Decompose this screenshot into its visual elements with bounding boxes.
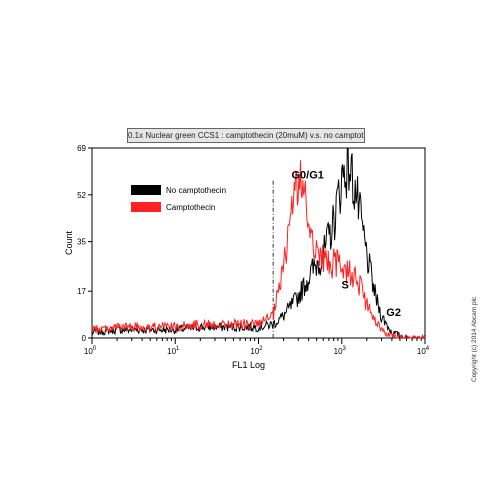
legend-label: Camptothecin: [166, 203, 215, 212]
x-tick-base: 10: [84, 347, 93, 356]
plot-frame: [91, 147, 426, 339]
series-line-camptothecin: [91, 160, 426, 340]
annotation-label: G2: [386, 307, 401, 319]
annotation-label: S: [342, 279, 349, 291]
x-tick-exponent: 4: [426, 346, 430, 352]
x-tick-label: 103: [334, 346, 347, 356]
x-tick-exponent: 0: [93, 346, 97, 352]
y-tick-label: 69: [77, 144, 86, 153]
annotation-label: G0/G1: [292, 169, 324, 181]
x-axis-label: FL1 Log: [232, 360, 265, 370]
series-line-no-camptothecin: [91, 147, 426, 339]
y-tick-label: 17: [77, 287, 86, 296]
y-tick-label: 35: [77, 238, 86, 247]
copyright-text: Copyright (c) 2014 Abcam plc: [471, 296, 478, 382]
x-tick-label: 104: [417, 346, 430, 356]
chart-title: 0.1x Nuclear green CCS1 : camptothecin (…: [127, 128, 365, 143]
x-tick-exponent: 2: [259, 346, 263, 352]
x-tick-exponent: 1: [176, 346, 180, 352]
x-tick-label: 100: [84, 346, 97, 356]
x-tick-base: 10: [417, 347, 426, 356]
x-tick-base: 10: [250, 347, 259, 356]
y-tick-label: 0: [82, 334, 87, 343]
y-tick-label: 52: [77, 191, 86, 200]
legend-label: No camptothecin: [166, 186, 226, 195]
x-tick-base: 10: [167, 347, 176, 356]
legend-swatch: [131, 202, 161, 212]
x-tick-label: 102: [250, 346, 263, 356]
x-tick-base: 10: [334, 347, 343, 356]
x-tick-exponent: 3: [343, 346, 347, 352]
x-tick-label: 101: [167, 346, 180, 356]
legend-swatch: [131, 185, 161, 195]
y-axis-label: Count: [64, 231, 74, 256]
